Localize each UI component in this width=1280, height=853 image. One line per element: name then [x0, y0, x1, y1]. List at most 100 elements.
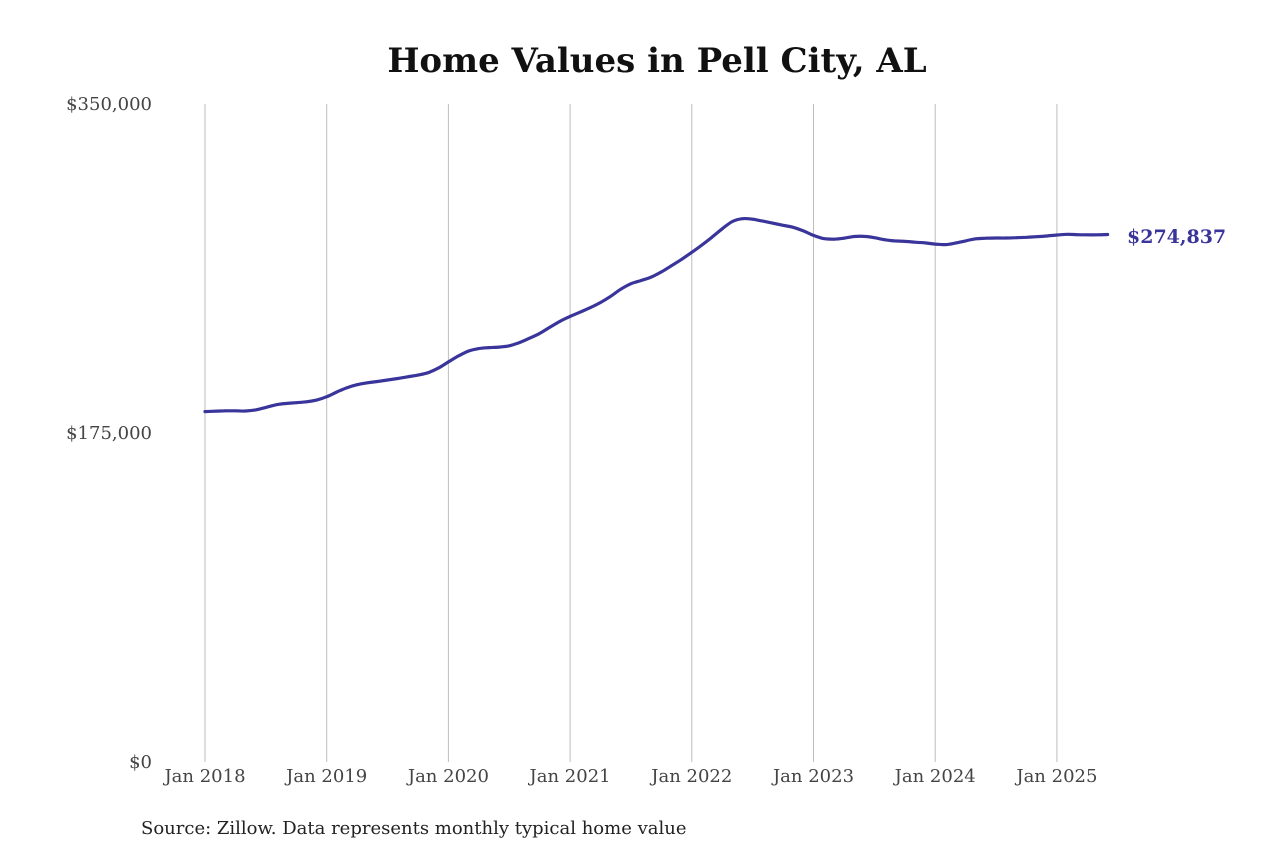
x-tick-label: Jan 2018: [162, 766, 245, 787]
data-point: [812, 234, 815, 237]
data-point: [954, 241, 957, 245]
data-point: [842, 236, 846, 240]
x-tick-label: Jan 2022: [649, 766, 732, 787]
data-point: [457, 354, 460, 358]
data-point: [426, 371, 430, 375]
data-point: [335, 390, 339, 394]
data-point: [538, 332, 542, 335]
data-point: [984, 236, 988, 240]
data-point: [365, 381, 369, 385]
data-point: [700, 243, 704, 247]
data-point: [578, 310, 582, 314]
data-point: [1055, 233, 1059, 237]
data-point: [355, 383, 359, 387]
data-point: [234, 409, 237, 413]
data-point: [305, 400, 308, 404]
data-point: [376, 380, 379, 383]
data-point: [883, 238, 886, 242]
data-point: [396, 377, 400, 380]
data-point: [416, 373, 420, 377]
data-point: [822, 237, 825, 241]
data-point: [1106, 233, 1109, 236]
x-tick-label: Jan 2021: [528, 766, 611, 787]
data-point: [964, 239, 967, 243]
data-point: [781, 223, 785, 227]
data-point: [852, 235, 856, 238]
data-point: [528, 336, 531, 340]
data-point: [487, 346, 491, 349]
data-point: [862, 235, 866, 238]
end-value-label: $274,837: [1127, 226, 1226, 248]
data-point: [254, 408, 258, 412]
data-point: [406, 375, 410, 379]
data-point: [802, 229, 805, 233]
data-point: [1096, 233, 1099, 237]
x-tick-label: Jan 2019: [284, 766, 367, 787]
data-point: [670, 264, 673, 268]
series-layer: [203, 216, 1110, 414]
data-point: [477, 347, 481, 350]
data-point: [771, 221, 775, 225]
data-point: [680, 257, 684, 261]
data-point: [325, 395, 329, 399]
data-point: [345, 386, 349, 390]
data-point: [923, 241, 927, 245]
chart-title: Home Values in Pell City, AL: [387, 41, 926, 81]
data-point: [720, 227, 724, 231]
y-axis-tick-labels: $0 $175,000 $350,000: [66, 94, 152, 773]
data-point: [994, 236, 998, 240]
data-point: [649, 275, 653, 279]
data-point: [639, 279, 643, 282]
data-point: [873, 236, 876, 240]
data-point: [213, 409, 217, 413]
data-point: [244, 409, 248, 413]
data-point: [913, 240, 917, 244]
data-point: [558, 319, 562, 323]
data-point: [599, 301, 602, 304]
data-point: [497, 345, 501, 349]
y-tick-label: $0: [129, 752, 152, 773]
data-point: [467, 349, 471, 353]
data-point: [660, 270, 663, 274]
data-point: [264, 406, 268, 409]
data-point: [1014, 236, 1018, 240]
data-point: [568, 315, 572, 318]
x-tick-label: Jan 2024: [893, 766, 976, 787]
data-point: [1075, 233, 1079, 237]
y-tick-label: $350,000: [66, 94, 152, 115]
series-line: [203, 216, 1110, 414]
data-point: [751, 217, 755, 221]
x-axis-tick-labels: Jan 2018 Jan 2019 Jan 2020 Jan 2021 Jan 2022…: [162, 766, 1097, 787]
data-point: [223, 409, 227, 413]
data-point: [619, 287, 623, 291]
data-point: [589, 306, 592, 309]
data-point: [1045, 234, 1049, 238]
source-note: Source: Zillow. Data represents monthly …: [141, 818, 687, 839]
data-point: [741, 217, 744, 221]
x-tick-label: Jan 2023: [771, 766, 854, 787]
gridlines: [204, 104, 1058, 762]
data-point: [933, 242, 937, 246]
data-point: [609, 294, 613, 298]
data-point: [791, 225, 795, 229]
data-point: [274, 403, 278, 407]
data-point: [284, 402, 288, 405]
data-point: [629, 282, 633, 286]
data-point: [1065, 232, 1069, 236]
data-point: [690, 250, 694, 254]
data-point: [203, 410, 207, 413]
data-point: [294, 401, 298, 405]
x-tick-label: Jan 2020: [406, 766, 489, 787]
data-point: [1085, 233, 1089, 237]
data-point: [974, 237, 978, 241]
data-point: [1004, 236, 1008, 240]
data-point: [518, 341, 521, 344]
data-point: [832, 237, 836, 241]
data-point: [761, 219, 765, 223]
x-tick-label: Jan 2025: [1014, 766, 1097, 787]
data-point: [731, 220, 734, 223]
data-point: [548, 325, 552, 329]
data-point: [436, 366, 440, 370]
y-tick-label: $175,000: [66, 423, 152, 444]
